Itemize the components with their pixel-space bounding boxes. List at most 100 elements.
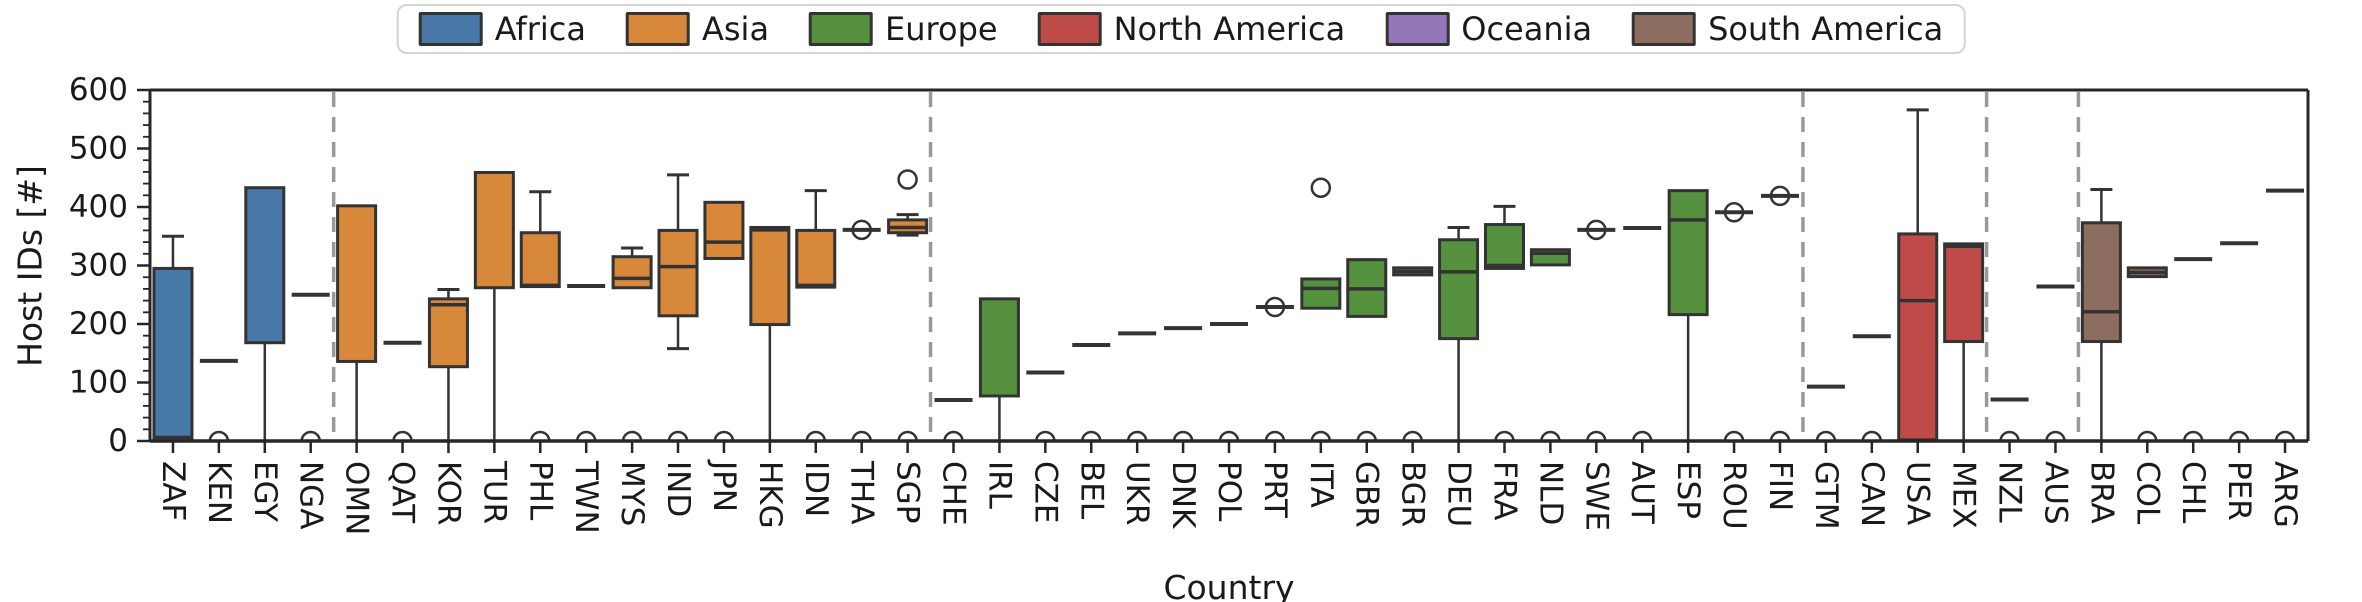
iqr-box-MEX bbox=[1943, 242, 1985, 344]
box-COL bbox=[2126, 266, 2168, 443]
x-tick-label-BRA: BRA bbox=[2083, 461, 2119, 524]
line-AUT bbox=[1623, 226, 1662, 443]
box-DEU bbox=[1438, 225, 1480, 443]
line-ROU bbox=[1715, 202, 1754, 443]
x-tick-label-USA: USA bbox=[1900, 461, 1936, 525]
box-BGR bbox=[1392, 266, 1434, 443]
x-tick-label-QAT: QAT bbox=[385, 461, 421, 524]
line-KEN bbox=[199, 358, 238, 443]
axes-spines bbox=[148, 88, 2310, 443]
legend-label-north-america: North America bbox=[1113, 10, 1346, 48]
iqr-box-OMN bbox=[336, 204, 378, 363]
iqr-box-IND bbox=[657, 228, 699, 318]
box-USA bbox=[1897, 108, 1939, 442]
x-tick-label-POL: POL bbox=[1211, 461, 1247, 522]
iqr-box-IDN bbox=[795, 228, 837, 289]
legend-item-south-america: South America bbox=[1632, 12, 1943, 46]
box-IND bbox=[657, 173, 699, 443]
x-tick-label-DEU: DEU bbox=[1441, 461, 1477, 527]
x-axis-label: Country bbox=[1163, 568, 1295, 602]
x-tick-label-ZAF: ZAF bbox=[155, 461, 191, 521]
iqr-box-FRA bbox=[1483, 223, 1525, 270]
x-tick-label-SGP: SGP bbox=[890, 461, 926, 523]
outlier-ITA-0 bbox=[1310, 177, 1332, 198]
outlier-FIN-0 bbox=[1769, 185, 1791, 207]
iqr-box-ITA bbox=[1300, 277, 1342, 310]
line-QAT bbox=[383, 340, 422, 443]
y-tick-label-100: 100 bbox=[69, 365, 128, 401]
outlier-THA-0 bbox=[851, 219, 872, 241]
y-tick-label-500: 500 bbox=[69, 131, 128, 167]
x-tick-label-AUT: AUT bbox=[1624, 461, 1660, 525]
x-tick-label-FRA: FRA bbox=[1486, 461, 1522, 520]
legend-swatch-north-america-icon bbox=[1037, 12, 1102, 46]
x-tick-label-THA: THA bbox=[844, 460, 880, 524]
legend-item-oceania: Oceania bbox=[1385, 12, 1592, 46]
y-tick-label-600: 600 bbox=[69, 72, 128, 108]
x-tick-label-ROU: ROU bbox=[1716, 461, 1752, 530]
x-tick-label-GBR: GBR bbox=[1349, 461, 1385, 528]
outlier-SWE-0 bbox=[1586, 219, 1607, 241]
legend-swatch-south-america-icon bbox=[1632, 12, 1697, 46]
x-tick-label-NGA: NGA bbox=[293, 461, 329, 529]
legend-item-asia: Asia bbox=[625, 10, 770, 48]
x-tick-label-OMN: OMN bbox=[339, 461, 375, 535]
x-tick-label-TUR: TUR bbox=[476, 460, 512, 524]
line-THA bbox=[842, 219, 881, 443]
y-tick-label-0: 0 bbox=[108, 423, 128, 459]
box-NLD bbox=[1529, 248, 1571, 443]
outlier-PRT-0 bbox=[1264, 296, 1286, 318]
box-JPN bbox=[703, 200, 745, 443]
x-tick-label-EGY: EGY bbox=[247, 461, 283, 522]
box-KOR bbox=[427, 287, 469, 443]
line-CHL bbox=[2174, 257, 2213, 443]
x-axis: ZAF KEN EGY NGA OMN QAT KOR TUR PHL TWN MYS IND JPN H… bbox=[155, 441, 2303, 535]
x-tick-label-ITA: ITA bbox=[1303, 461, 1339, 508]
y-axis-label: Host IDs [#] bbox=[10, 165, 50, 367]
legend-label-asia: Asia bbox=[701, 10, 770, 48]
iqr-box-KOR bbox=[427, 297, 469, 369]
legend-swatch-africa-icon bbox=[418, 12, 483, 46]
box-IRL bbox=[978, 297, 1020, 443]
x-tick-label-PRT: PRT bbox=[1257, 461, 1293, 519]
y-tick-label-300: 300 bbox=[69, 248, 128, 284]
x-tick-label-CHE: CHE bbox=[936, 461, 972, 526]
line-UKR bbox=[1118, 331, 1157, 443]
box-ESP bbox=[1667, 189, 1709, 443]
box-GBR bbox=[1346, 258, 1388, 443]
x-tick-label-UKR: UKR bbox=[1119, 461, 1155, 526]
x-tick-label-SWE: SWE bbox=[1578, 461, 1614, 531]
box-SGP bbox=[887, 169, 929, 443]
line-TWN bbox=[567, 283, 606, 443]
line-FIN bbox=[1760, 185, 1799, 443]
x-tick-label-DNK: DNK bbox=[1165, 461, 1201, 529]
outlier-ROU-0 bbox=[1723, 202, 1745, 223]
x-tick-label-FIN: FIN bbox=[1762, 461, 1798, 511]
y-axis: 0 100 200 300 400 500 600 bbox=[69, 72, 150, 459]
legend-label-europe: Europe bbox=[885, 10, 998, 48]
x-tick-label-IDN: IDN bbox=[798, 461, 834, 517]
iqr-box-USA bbox=[1897, 232, 1939, 442]
line-SWE bbox=[1577, 219, 1616, 443]
iqr-box-IRL bbox=[978, 297, 1020, 398]
x-tick-label-BEL: BEL bbox=[1073, 461, 1109, 520]
line-PRT bbox=[1255, 296, 1294, 443]
line-BEL bbox=[1072, 343, 1111, 443]
line-PER bbox=[2220, 241, 2259, 443]
box-HKG bbox=[749, 225, 791, 443]
x-tick-label-ARG: ARG bbox=[2267, 461, 2303, 528]
iqr-box-DEU bbox=[1438, 238, 1480, 341]
x-tick-label-GTM: GTM bbox=[1808, 461, 1844, 530]
line-AUS bbox=[2036, 284, 2075, 443]
outlier-SGP-0 bbox=[897, 169, 918, 190]
box-ITA bbox=[1300, 177, 1342, 443]
box-OMN bbox=[336, 204, 378, 443]
x-tick-label-CHL: CHL bbox=[2175, 461, 2211, 524]
x-tick-label-TWN: TWN bbox=[568, 460, 604, 534]
iqr-box-PHL bbox=[519, 231, 561, 289]
x-tick-label-NZL: NZL bbox=[1992, 461, 2028, 523]
x-tick-label-MEX: MEX bbox=[1946, 461, 1982, 529]
line-CAN bbox=[1852, 334, 1891, 443]
